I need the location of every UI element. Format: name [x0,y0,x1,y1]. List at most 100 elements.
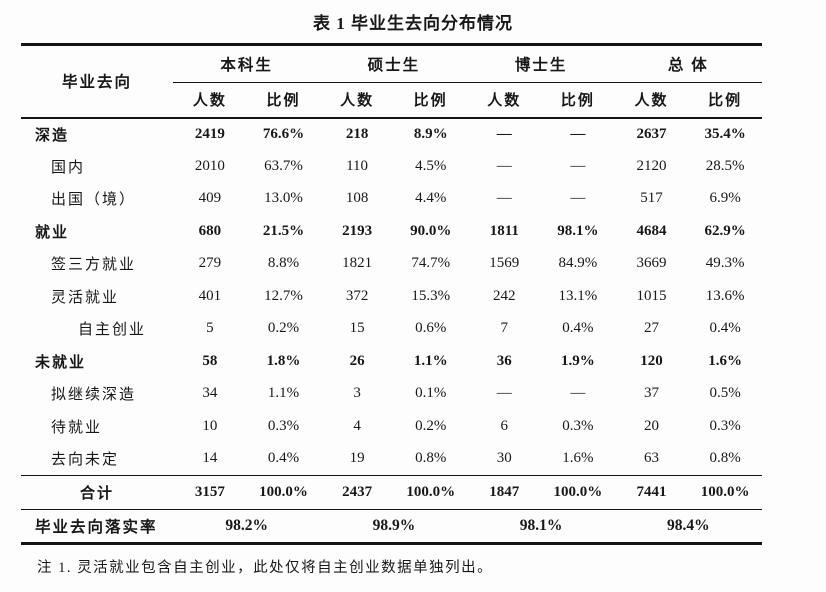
table-row: 自主创业 5 0.2% 15 0.6% 7 0.4% 27 0.4% [21,313,762,346]
cell-value: 98.2% [225,516,268,534]
cell-value: 28.5% [705,157,745,174]
cell-value: 74.7% [411,255,451,272]
group-header-master: 硕士生 [320,44,468,83]
cell-value: 10 [202,417,218,434]
table-row: 去向未定 14 0.4% 19 0.8% 30 1.6% 63 0.8% [21,443,762,476]
cell-value: 20 [644,417,660,434]
cell-value: 0.8% [709,450,741,466]
cell-value: 100.0% [259,483,308,500]
subheader-ratio: 比例 [541,82,615,119]
table-row: 未就业 58 1.8% 26 1.1% 36 1.9% 120 1.6% [21,345,762,378]
cell-value: 8.8% [267,255,300,272]
table-title: 表 1 毕业生去向分布情况 [313,14,513,33]
cell-value: 6 [500,417,509,434]
cell-value: 2637 [636,125,667,142]
table-row: 签三方就业 279 8.8% 1821 74.7% 1569 84.9% 366… [21,248,762,281]
cell-value: 4 [353,417,361,434]
cell-value: 62.9% [704,222,746,239]
cell-value: 108 [345,190,369,207]
cell-value: 2010 [194,157,225,174]
cell-value: 36 [496,352,512,369]
implementation-rate-row: 毕业去向落实率 98.2% 98.9% 98.1% 98.4% [21,509,762,543]
cell-value: 0.5% [709,385,741,402]
corner-header-destination: 毕业去向 [21,44,174,119]
cell-value: 1.1% [267,385,300,402]
cell-value: 3669 [636,255,667,272]
cell-value: 3157 [194,483,225,500]
group-header-total: 总 体 [614,44,762,83]
cell-value: 100.0% [553,483,603,500]
cell-value: — [570,125,586,142]
cell-value: 13.0% [264,190,303,207]
cell-value: 0.3% [709,417,741,434]
row-label: 拟继续深造 [51,387,137,404]
cell-value: 0.4% [267,450,300,466]
cell-value: 0.8% [415,450,447,466]
cell-value: 100.0% [406,483,456,500]
cell-value: 1.8% [266,352,301,369]
cell-value: 120 [640,352,663,369]
subheader-count: 人数 [320,82,394,119]
cell-value: 100.0% [700,483,750,500]
cell-value: 13.6% [705,287,745,304]
cell-value: 218 [345,125,369,142]
cell-value: 98.1% [519,516,563,534]
cell-value: 1015 [636,287,667,304]
destinations-table: 毕业去向 本科生 硕士生 博士生 总 体 人数 比例 人数 比例 人数 比例 人… [21,43,762,545]
cell-value: 8.9% [413,125,448,142]
cell-value: — [496,385,512,402]
cell-value: 63 [644,450,660,466]
cell-value: — [496,125,512,142]
cell-value: 98.4% [667,516,710,534]
cell-value: 12.7% [264,287,303,304]
table-row: 就业 680 21.5% 2193 90.0% 1811 98.1% 4684 … [21,215,762,248]
cell-value: 2120 [636,157,667,174]
cell-value: 0.2% [267,320,300,337]
table-row: 拟继续深造 34 1.1% 3 0.1% — — 37 0.5% [21,378,762,411]
cell-value: 0.3% [562,417,594,434]
cell-value: 0.1% [415,385,447,402]
group-header-undergraduate: 本科生 [173,44,321,83]
cell-value: 4.4% [415,190,447,207]
row-label: 出国（境） [51,192,137,209]
table-row: 灵活就业 401 12.7% 372 15.3% 242 13.1% 1015 … [21,280,762,313]
subheader-ratio: 比例 [246,82,321,119]
cell-value: 242 [493,287,516,304]
cell-value: 34 [202,385,218,402]
row-label: 去向未定 [51,452,120,468]
cell-value: 90.0% [410,222,452,239]
row-label: 合计 [80,485,115,502]
cell-value: 13.1% [558,287,598,304]
cell-value: 680 [198,222,222,239]
cell-value: 84.9% [558,255,598,272]
cell-value: 3 [353,385,361,402]
cell-value: 279 [198,255,222,272]
cell-value: 1.6% [708,352,743,369]
subheader-count: 人数 [173,82,247,119]
cell-value: 63.7% [264,157,303,174]
cell-value: 15 [349,320,365,337]
cell-value: 98.1% [557,222,599,239]
cell-value: — [496,190,512,207]
subheader-ratio: 比例 [393,82,468,119]
cell-value: 21.5% [262,222,305,239]
cell-value: 1811 [489,222,519,239]
cell-value: 0.2% [415,417,447,434]
cell-value: 1.6% [562,450,594,466]
cell-value: 76.6% [262,125,305,142]
cell-value: 26 [349,352,365,369]
table-row: 出国（境） 409 13.0% 108 4.4% — — 517 6.9% [21,183,762,216]
cell-value: 0.6% [415,320,447,337]
cell-value: 0.3% [267,417,300,434]
group-header-doctoral: 博士生 [467,44,615,83]
row-label: 待就业 [51,419,103,436]
cell-value: — [570,385,586,402]
cell-value: 4684 [636,222,667,239]
cell-value: 7441 [636,483,667,500]
cell-value: 2437 [342,483,373,500]
cell-value: — [570,157,586,174]
row-label: 深造 [35,127,70,144]
table-row: 深造 2419 76.6% 218 8.9% — — 2637 35.4% [21,118,762,151]
cell-value: 1821 [342,255,373,272]
